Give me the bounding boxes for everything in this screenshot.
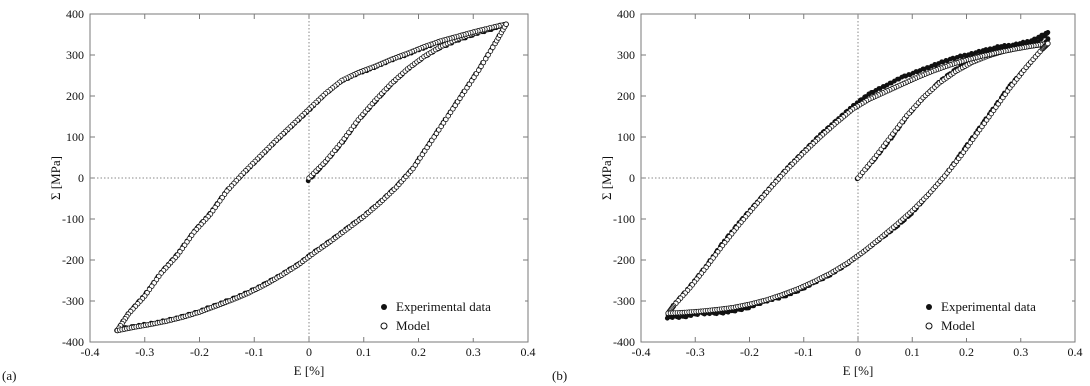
y-tick-label: -400 xyxy=(613,335,635,349)
legend-marker-model xyxy=(925,322,933,330)
legend-marker-model xyxy=(380,322,388,330)
x-tick-label: -0.2 xyxy=(190,345,209,359)
y-tick-label: -100 xyxy=(62,212,84,226)
legend-marker-experimental xyxy=(381,304,387,310)
y-tick-label: -400 xyxy=(62,335,84,349)
panel-label: (a) xyxy=(2,368,16,383)
y-tick-label: 0 xyxy=(78,171,84,185)
x-tick-label: 0.1 xyxy=(356,345,371,359)
y-tick-label: 100 xyxy=(617,130,635,144)
x-tick-label: 0.4 xyxy=(1068,345,1083,359)
x-tick-label: -0.3 xyxy=(135,345,154,359)
x-tick-label: 0.2 xyxy=(411,345,426,359)
y-tick-label: 400 xyxy=(66,7,84,21)
x-axis-label: E [%] xyxy=(843,363,874,378)
x-tick-label: 0.4 xyxy=(521,345,536,359)
y-tick-label: 300 xyxy=(66,48,84,62)
legend-label-experimental: Experimental data xyxy=(941,299,1036,314)
x-tick-label: 0 xyxy=(855,345,861,359)
legend-box xyxy=(917,294,1072,338)
y-tick-label: 100 xyxy=(66,130,84,144)
x-tick-label: -0.4 xyxy=(632,345,651,359)
y-tick-label: -300 xyxy=(613,294,635,308)
series-model xyxy=(665,40,1051,316)
y-tick-label: 0 xyxy=(629,171,635,185)
series-model xyxy=(114,21,509,334)
data-point-model xyxy=(487,48,494,54)
legend-label-experimental: Experimental data xyxy=(396,299,491,314)
y-tick-label: -200 xyxy=(62,253,84,267)
x-tick-label: 0.1 xyxy=(905,345,920,359)
x-tick-label: -0.2 xyxy=(740,345,759,359)
data-point-experimental xyxy=(1045,36,1051,41)
x-tick-label: 0 xyxy=(306,345,312,359)
x-tick-label: -0.1 xyxy=(245,345,264,359)
x-axis-label: E [%] xyxy=(294,363,325,378)
y-tick-label: -100 xyxy=(613,212,635,226)
x-tick-label: 0.3 xyxy=(1013,345,1028,359)
data-point-model xyxy=(480,59,487,66)
panel-label: (b) xyxy=(552,368,567,383)
legend-label-model: Model xyxy=(396,318,430,333)
legend: Experimental data Model xyxy=(372,294,525,338)
x-tick-label: 0.3 xyxy=(466,345,481,359)
data-point-model xyxy=(476,67,482,73)
y-tick-label: -300 xyxy=(62,294,84,308)
x-tick-label: -0.3 xyxy=(686,345,705,359)
x-tick-label: -0.1 xyxy=(794,345,813,359)
data-point-model xyxy=(478,63,484,70)
x-tick-label: -0.4 xyxy=(81,345,100,359)
data-point-model xyxy=(490,44,496,51)
x-tick-label: 0.2 xyxy=(959,345,974,359)
chart-panel-2: -0.4 -0.3 -0.2 -0.1 0 0.1 0.2 0.3 0.4 -400 -300 -20… xyxy=(552,7,1083,383)
y-tick-label: -200 xyxy=(613,253,635,267)
y-tick-label: 200 xyxy=(66,89,84,103)
legend: Experimental data Model xyxy=(917,294,1072,338)
chart-panel-1: -0.4 -0.3 -0.2 -0.1 0 0.1 0.2 0.3 0.4 -400 -300 -20… xyxy=(2,7,536,383)
legend-marker-experimental xyxy=(926,304,932,310)
data-point-model xyxy=(503,21,509,27)
y-tick-label: 400 xyxy=(617,7,635,21)
y-axis-label: Σ [MPa] xyxy=(599,156,614,200)
data-point-model xyxy=(485,52,491,58)
y-tick-label: 200 xyxy=(617,89,635,103)
data-point-model xyxy=(483,56,489,62)
legend-label-model: Model xyxy=(941,318,975,333)
y-tick-label: 300 xyxy=(617,48,635,62)
data-point-model xyxy=(1045,40,1051,47)
y-axis-label: Σ [MPa] xyxy=(48,156,63,200)
legend-box xyxy=(372,294,525,338)
